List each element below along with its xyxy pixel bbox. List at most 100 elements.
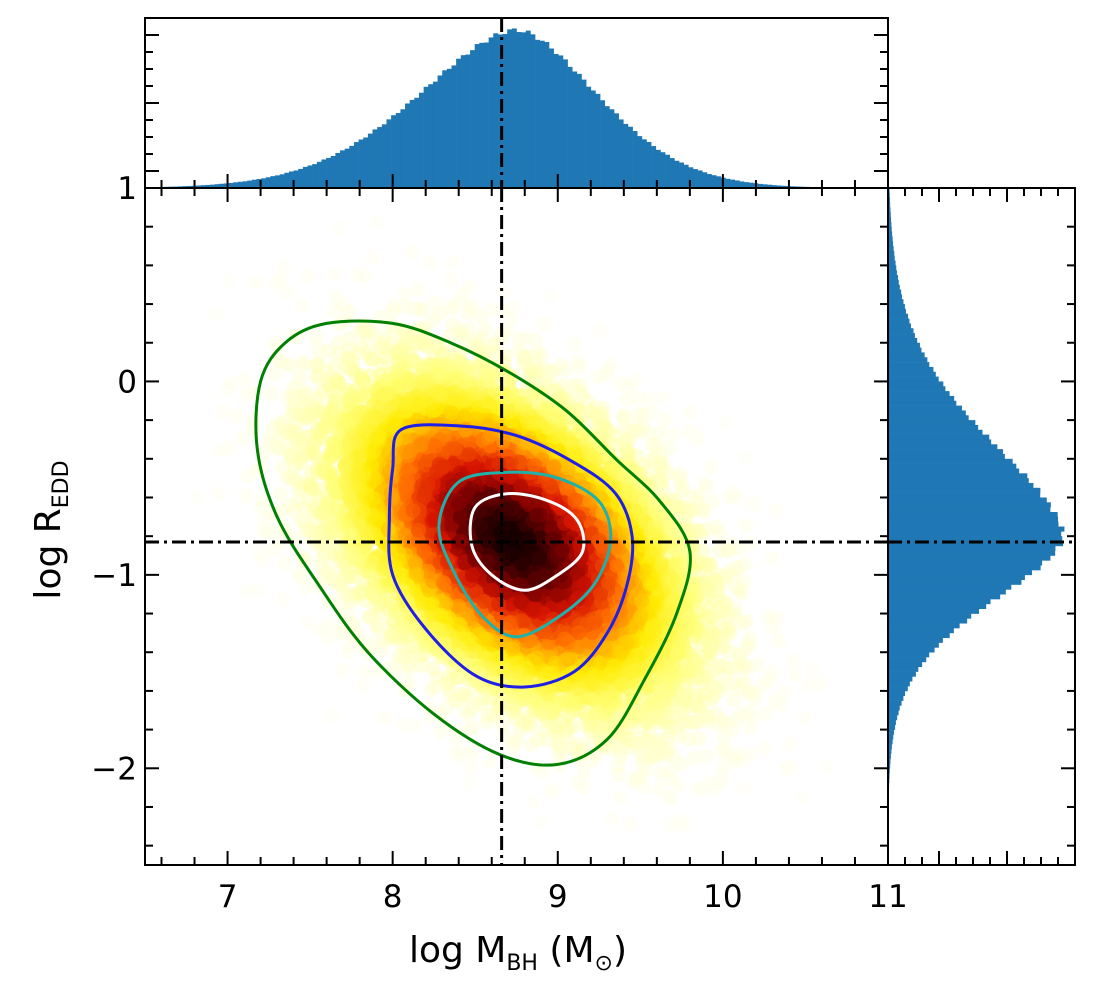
density-point	[599, 361, 615, 377]
density-point	[429, 670, 445, 686]
density-point	[542, 377, 558, 393]
density-point	[388, 362, 404, 378]
density-point	[320, 413, 336, 429]
density-point	[703, 459, 719, 475]
density-point	[794, 789, 810, 805]
density-point	[319, 467, 335, 483]
density-point	[602, 357, 618, 373]
density-point	[576, 779, 592, 795]
density-point	[709, 576, 725, 592]
density-point	[310, 426, 326, 442]
density-point	[676, 668, 692, 684]
density-point	[356, 551, 371, 567]
density-point	[732, 647, 748, 663]
density-point	[686, 594, 702, 610]
density-point	[641, 724, 657, 740]
density-point	[661, 665, 677, 680]
density-point	[572, 377, 588, 393]
density-point	[697, 708, 713, 724]
density-point	[533, 814, 549, 830]
density-point	[365, 249, 380, 265]
density-point	[516, 356, 532, 372]
density-point	[734, 706, 750, 722]
density-point	[474, 678, 490, 694]
density-point	[535, 361, 551, 377]
density-point	[310, 465, 326, 481]
density-point	[717, 757, 733, 772]
density-point	[691, 576, 707, 592]
density-point	[464, 700, 480, 716]
density-point	[694, 625, 710, 641]
density-point	[327, 483, 343, 499]
density-point	[334, 518, 349, 534]
density-point	[229, 408, 245, 424]
density-point	[266, 366, 282, 382]
density-point	[624, 424, 640, 440]
density-point	[332, 595, 348, 611]
density-point	[341, 587, 357, 603]
density-point	[305, 398, 321, 414]
density-point	[546, 363, 562, 379]
density-point	[439, 360, 454, 376]
density-point	[674, 557, 690, 573]
density-point	[697, 476, 713, 492]
density-point	[701, 609, 717, 625]
density-point	[449, 361, 465, 376]
density-point	[713, 599, 729, 615]
density-point	[339, 605, 355, 621]
density-point	[320, 465, 336, 481]
density-point	[300, 406, 315, 422]
density-point	[461, 707, 477, 723]
density-point	[508, 694, 523, 710]
density-point	[539, 698, 555, 713]
density-point	[435, 356, 451, 372]
density-point	[222, 272, 238, 288]
density-point	[486, 708, 502, 723]
density-point	[660, 465, 676, 481]
density-point	[306, 502, 322, 518]
density-point	[669, 532, 685, 548]
density-point	[358, 563, 374, 579]
density-point	[586, 709, 602, 725]
density-point	[675, 562, 691, 578]
density-point	[781, 736, 797, 752]
density-point	[698, 668, 713, 684]
density-point	[651, 472, 666, 488]
density-point	[367, 579, 383, 595]
density-point	[388, 603, 404, 619]
density-point	[622, 739, 638, 755]
density-point	[738, 450, 754, 466]
density-point	[707, 571, 722, 587]
density-point	[630, 389, 646, 405]
density-point	[462, 775, 478, 791]
density-point	[602, 741, 618, 756]
density-point	[731, 680, 747, 696]
density-point	[648, 750, 664, 766]
density-point	[462, 660, 478, 676]
density-point	[383, 626, 399, 642]
density-point	[432, 724, 448, 740]
density-point	[506, 689, 522, 705]
density-point	[405, 244, 421, 260]
density-point	[335, 517, 351, 533]
density-point	[663, 789, 679, 805]
density-point	[411, 330, 427, 346]
density-point	[320, 452, 336, 467]
density-point	[679, 615, 695, 631]
density-point	[703, 557, 719, 573]
density-point	[744, 496, 760, 512]
density-point	[551, 750, 567, 766]
density-point	[619, 447, 635, 463]
density-point	[718, 627, 734, 643]
density-point	[534, 704, 550, 720]
density-point	[481, 753, 497, 769]
density-point	[328, 410, 344, 426]
density-point	[283, 422, 299, 438]
density-point	[549, 719, 565, 735]
density-point	[623, 816, 639, 832]
density-point	[681, 669, 697, 685]
density-point	[327, 446, 343, 462]
density-point	[688, 522, 704, 538]
density-point	[714, 743, 730, 759]
